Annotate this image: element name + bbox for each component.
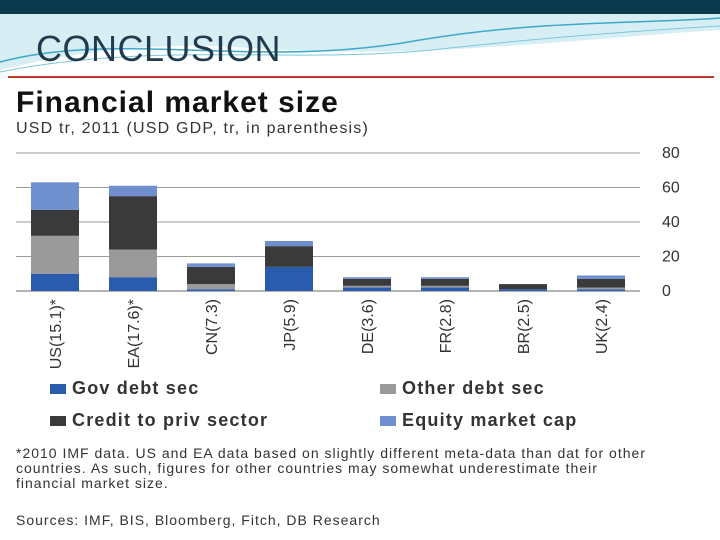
bar-segment — [577, 289, 625, 291]
bar-segment — [577, 278, 625, 288]
legend-swatch — [50, 415, 66, 426]
bar-segment — [421, 287, 469, 291]
legend-swatch — [380, 415, 396, 426]
category-label: EA(17.6)* — [126, 299, 143, 368]
legend-label: Credit to priv sector — [72, 410, 269, 430]
bar-segment — [421, 285, 469, 288]
category-label: BR(2.5) — [516, 299, 533, 354]
sources-line: Sources: IMF, BIS, Bloomberg, Fitch, DB … — [16, 512, 381, 528]
legend-swatch — [50, 383, 66, 394]
bar-segment — [109, 185, 157, 197]
chart-legend: Gov debt sec Other debt sec Credit to priv… — [50, 378, 670, 440]
category-label: DE(3.6) — [360, 299, 377, 354]
bar-segment — [109, 196, 157, 250]
top-bar — [0, 0, 720, 14]
legend-item: Other debt sec — [380, 378, 545, 399]
category-label: JP(5.9) — [282, 299, 299, 351]
y-tick-label: 80 — [662, 145, 680, 162]
legend-label: Other debt sec — [402, 378, 545, 398]
bar-segment — [343, 285, 391, 288]
bar-segment — [343, 277, 391, 279]
y-tick-label: 0 — [662, 283, 671, 300]
legend-label: Equity market cap — [402, 410, 578, 430]
bar-segment — [109, 277, 157, 291]
bar-segment — [499, 284, 547, 290]
bar-segment — [577, 287, 625, 290]
legend-swatch — [380, 383, 396, 394]
bar-segment — [187, 289, 235, 291]
title-divider — [8, 76, 714, 78]
bar-segment — [499, 289, 547, 291]
legend-item: Gov debt sec — [50, 378, 199, 399]
category-label: CN(7.3) — [204, 299, 221, 355]
bar-segment — [577, 275, 625, 279]
category-label: FR(2.8) — [438, 299, 455, 353]
bar-segment — [31, 182, 79, 210]
bar-segment — [265, 266, 313, 291]
bar-segment — [109, 249, 157, 278]
bar-segment — [187, 284, 235, 290]
bar-segment — [265, 240, 313, 247]
bar-segment — [31, 235, 79, 274]
category-label: US(15.1)* — [48, 299, 65, 369]
stacked-bar-chart: 0 20 40 60 80 US(15.1)* EA(17.6)* CN(7.3) JP(5.9… — [16, 145, 680, 369]
bar-segment — [31, 209, 79, 236]
bar-segment — [31, 273, 79, 291]
legend-item: Credit to priv sector — [50, 410, 268, 431]
y-tick-label: 40 — [662, 214, 680, 231]
figure-title: Financial market size — [16, 86, 339, 119]
y-tick-label: 60 — [662, 180, 680, 197]
category-label: UK(2.4) — [594, 299, 611, 354]
figure-subtitle: USD tr, 2011 (USD GDP, tr, in parenthesi… — [16, 120, 370, 137]
legend-label: Gov debt sec — [72, 378, 200, 398]
bar-segment — [187, 266, 235, 285]
bar-segment — [187, 263, 235, 267]
header-swoosh-decoration — [0, 14, 720, 73]
bar-segment — [343, 278, 391, 286]
bar-segment — [343, 287, 391, 291]
bar-segment — [421, 277, 469, 279]
slide-title: CONCLUSION — [36, 28, 282, 69]
y-tick-label: 20 — [662, 249, 680, 266]
footnote: *2010 IMF data. US and EA data based on … — [16, 445, 646, 491]
bar-segment — [265, 246, 313, 267]
legend-item: Equity market cap — [380, 410, 577, 431]
bar-segment — [421, 278, 469, 286]
